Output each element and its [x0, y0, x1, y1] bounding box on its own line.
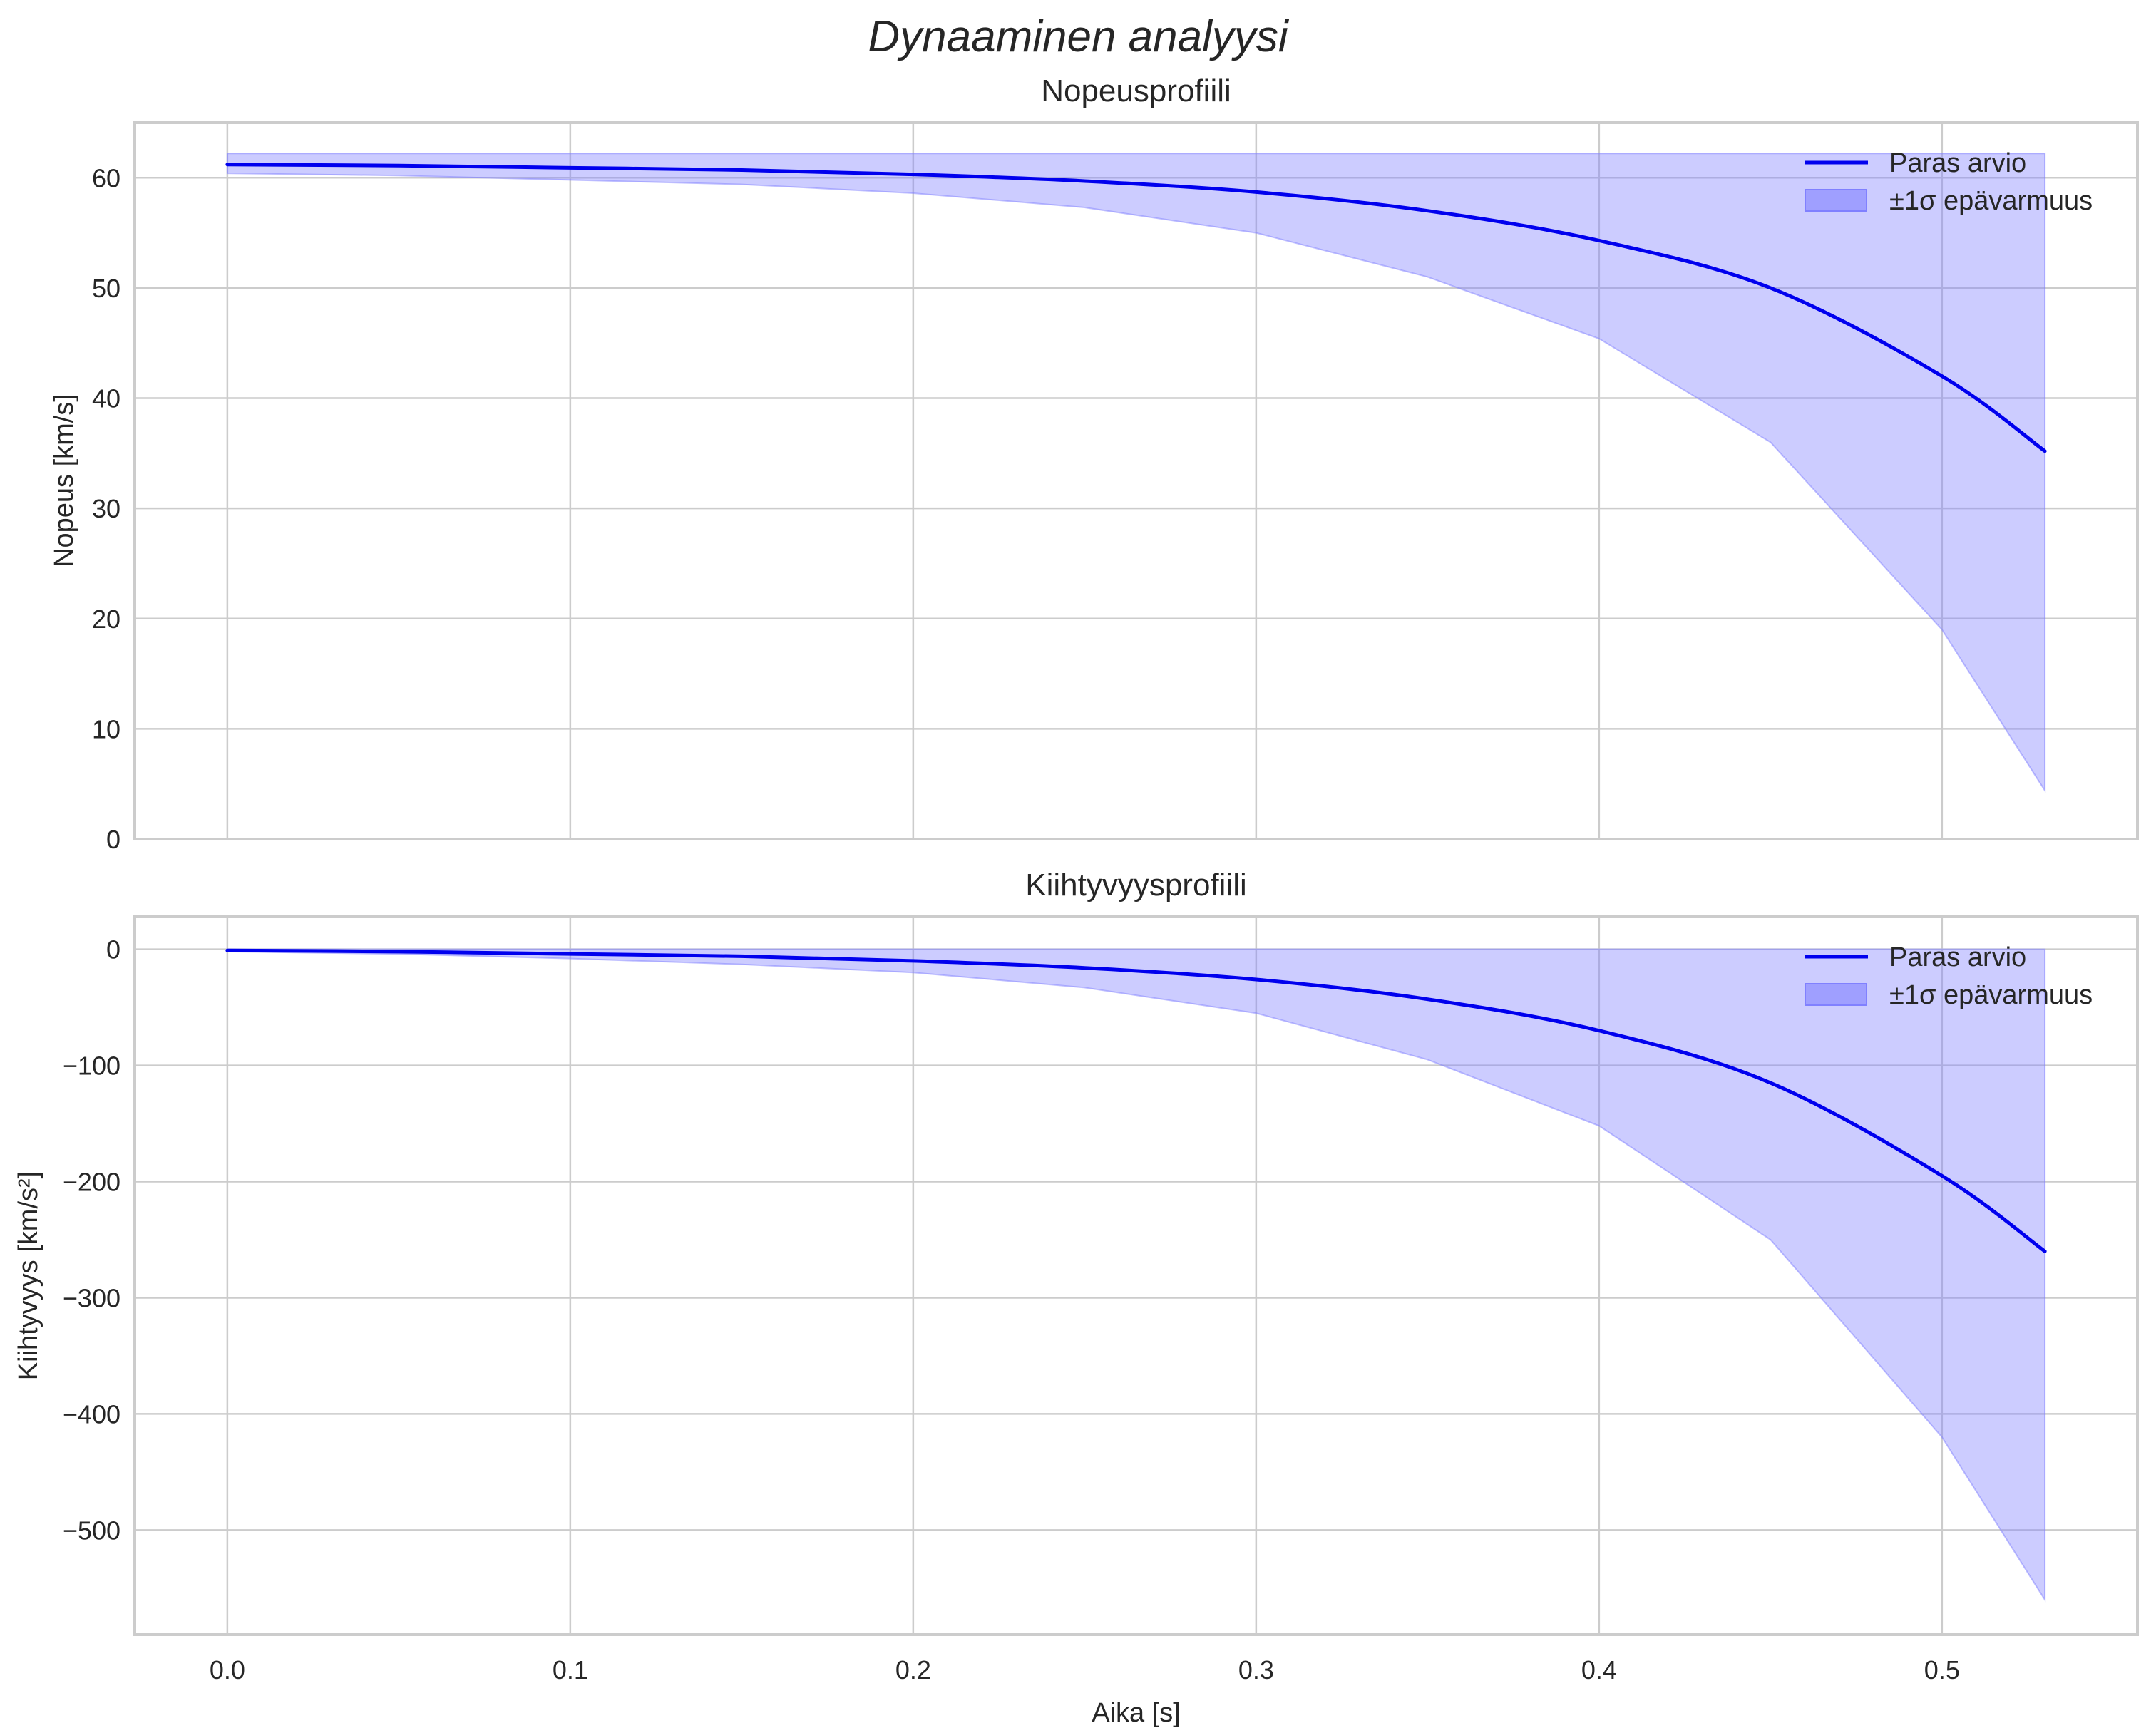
- y-tick-label: 20: [92, 605, 120, 634]
- y-tick-label: −200: [63, 1168, 120, 1197]
- best-estimate-line: [225, 948, 2047, 1253]
- x-axis-label: Aika [s]: [1092, 1698, 1181, 1728]
- y-tick-label: 0: [106, 935, 120, 965]
- plot-title: Nopeusprofiili: [1041, 73, 1231, 108]
- velocity-plot: Nopeusprofiili 0 10 20 30 40 50 60 Nopeus [km/s]…: [49, 73, 2139, 854]
- uncertainty-band: [226, 948, 2046, 1603]
- y-tick-label: 0: [106, 825, 120, 854]
- x-tick-label: 0.4: [1581, 1655, 1617, 1685]
- legend-label-best: Paras arvio: [1889, 148, 2026, 178]
- legend-label-uncertainty: ±1σ epävarmuus: [1889, 186, 2093, 216]
- legend-band-swatch: [1805, 983, 1867, 1006]
- uncertainty-band: [226, 153, 2046, 793]
- y-tick-label: 30: [92, 494, 120, 523]
- acceleration-plot: Kiihtyvyysprofiili 0 −100 −200 −300 −400 −500 K…: [14, 868, 2139, 1728]
- y-tick-label: −400: [63, 1399, 120, 1429]
- y-axis-label: Nopeus [km/s]: [49, 394, 79, 567]
- x-tick-label: 0.3: [1238, 1655, 1274, 1685]
- best-estimate-line: [225, 163, 2047, 453]
- y-tick-label: 40: [92, 384, 120, 413]
- y-tick-label: −300: [63, 1283, 120, 1312]
- legend-label-best: Paras arvio: [1889, 942, 2026, 972]
- legend-label-uncertainty: ±1σ epävarmuus: [1889, 980, 2093, 1010]
- x-tick-label: 0.2: [895, 1655, 931, 1685]
- y-tick-label: 50: [92, 274, 120, 303]
- y-tick-label: 60: [92, 163, 120, 192]
- figure-suptitle: Dynaaminen analyysi: [868, 12, 1290, 61]
- legend-band-swatch: [1805, 189, 1867, 212]
- x-tick-label: 0.5: [1924, 1655, 1960, 1685]
- plot-title: Kiihtyvyysprofiili: [1025, 868, 1247, 902]
- y-tick-label: −500: [63, 1516, 120, 1545]
- axes-frame: [133, 121, 2139, 840]
- x-tick-label: 0.1: [553, 1655, 588, 1685]
- y-axis-label: Kiihtyvyys [km/s²]: [14, 1171, 43, 1380]
- y-tick-label: 10: [92, 714, 120, 744]
- x-tick-label: 0.0: [210, 1655, 245, 1685]
- axes-frame: [133, 915, 2139, 1636]
- y-tick-label: −100: [63, 1051, 120, 1081]
